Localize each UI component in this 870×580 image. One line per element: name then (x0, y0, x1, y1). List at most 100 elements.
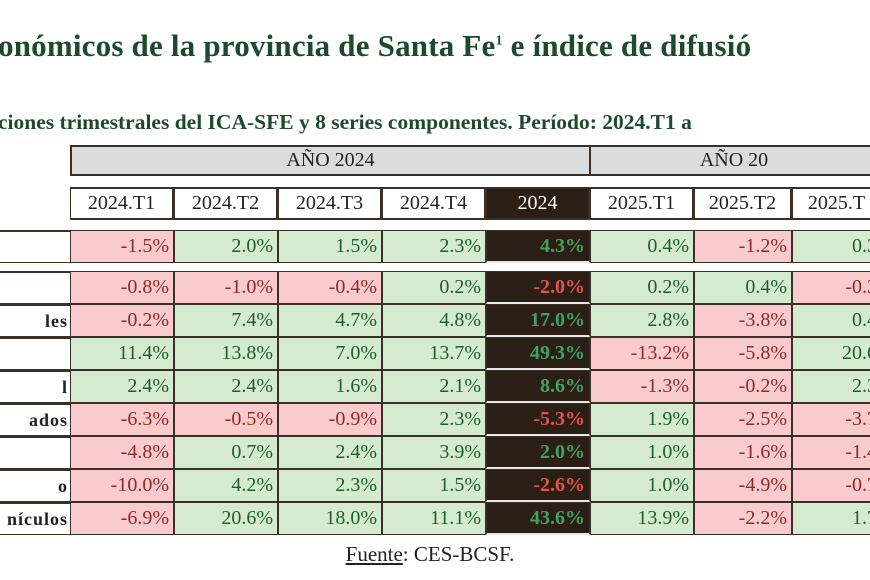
table-cell: -13.2% (590, 337, 694, 370)
row-label: nículos (0, 502, 70, 535)
table-cell: 2.4% (174, 370, 278, 403)
source-text: : CES-BCSF. (402, 542, 515, 566)
table-cell: 13.8% (174, 337, 278, 370)
table-cell: 1.0% (590, 469, 694, 502)
table-cell: 13.9% (590, 502, 694, 535)
row-label (0, 271, 70, 304)
table-row: les-0.2%7.4%4.7%4.8%17.0%2.8%-3.8%0.4 (0, 304, 870, 337)
column-header: 2024.T2 (174, 187, 278, 220)
row-label: les (0, 304, 70, 337)
table-cell: -1.5% (70, 230, 174, 263)
table-cell: 0.7% (174, 436, 278, 469)
table-cell: 2.8% (590, 304, 694, 337)
table-row: 11.4%13.8%7.0%13.7%49.3%-13.2%-5.8%20.6 (0, 337, 870, 370)
table-cell: 0.4% (694, 271, 792, 304)
table-cell: -2.6% (486, 469, 590, 502)
table-row: ados -6.3% -0.5% -0.9% 2.3% -5.3% 1.9% -2.5% -3.… (0, 403, 870, 436)
table-cell: -0.2% (694, 370, 792, 403)
group-header-2024: AÑO 2024 (70, 145, 591, 176)
table-cell: -0.9% (278, 403, 382, 436)
table-cell: -5.3% (486, 403, 590, 436)
title-text: onómicos de la provincia de Santa Fe (0, 28, 496, 63)
table-cell: 20.6 (792, 337, 870, 370)
row-label: o (0, 469, 70, 502)
table-cell: 2.3% (278, 469, 382, 502)
column-header: 2024 (486, 187, 590, 220)
table-cell: -1.4 (792, 436, 870, 469)
source-label: Fuente (345, 542, 403, 566)
table-row: -4.8%0.7%2.4%3.9%2.0%1.0%-1.6%-1.4 (0, 436, 870, 469)
table-cell: 1.7 (792, 502, 870, 535)
table-cell: 4.7% (278, 304, 382, 337)
table-cell: 11.1% (382, 502, 486, 535)
table-cell: -2.0% (486, 271, 590, 304)
table-cell: -1.6% (694, 436, 792, 469)
table-row: -1.5%2.0%1.5%2.3%4.3%0.4%-1.2%0.3 (0, 230, 870, 263)
table-row: o-10.0%4.2%2.3%1.5%-2.6%1.0%-4.9%-0.7 (0, 469, 870, 502)
table-cell: 2.1% (382, 370, 486, 403)
table-cell: 8.6% (486, 370, 590, 403)
title-text-end: e índice de difusió (502, 28, 752, 63)
table-cell: 4.2% (174, 469, 278, 502)
table-cell: 2.3% (382, 230, 486, 263)
table-cell: -4.8% (70, 436, 174, 469)
table-cell: -1.2% (694, 230, 792, 263)
table-cell: 18.0% (278, 502, 382, 535)
table-cell: -10.0% (70, 469, 174, 502)
table-cell: 7.4% (174, 304, 278, 337)
table-cell: 2.3% (382, 403, 486, 436)
column-header-row: 2024.T1 2024.T2 2024.T3 2024.T4 2024 2025.T1 2… (70, 187, 870, 220)
table-row: l2.4%2.4%1.6%2.1%8.6%-1.3%-0.2%2.3 (0, 370, 870, 403)
column-header: 2024.T1 (70, 187, 174, 220)
table-cell: -0.7 (792, 469, 870, 502)
table-cell: -1.0% (174, 271, 278, 304)
table-cell: 2.3 (792, 370, 870, 403)
table-cell: -4.9% (694, 469, 792, 502)
row-label: ados (0, 403, 70, 436)
table-cell: 0.4% (590, 230, 694, 263)
table-cell: 7.0% (278, 337, 382, 370)
table-cell: -0.5% (174, 403, 278, 436)
table-cell: 2.0% (486, 436, 590, 469)
table-row: -0.8%-1.0%-0.4%0.2%-2.0%0.2%0.4%-0.3 (0, 271, 870, 304)
subtitle: ciones trimestrales del ICA-SFE y 8 seri… (0, 110, 692, 134)
table-cell: -5.8% (694, 337, 792, 370)
table-cell: 0.3 (792, 230, 870, 263)
table-cell: -6.9% (70, 502, 174, 535)
table-cell: -3.7 (792, 403, 870, 436)
table-cell: -0.2% (70, 304, 174, 337)
table-cell: -0.4% (278, 271, 382, 304)
table-cell: 1.5% (382, 469, 486, 502)
group-header-2025: AÑO 20 (589, 145, 870, 176)
source-note: Fuente: CES-BCSF. (0, 542, 860, 567)
table-cell: 0.2% (382, 271, 486, 304)
table-cell: -2.2% (694, 502, 792, 535)
table-cell: 1.6% (278, 370, 382, 403)
table-row: nículos -6.9% 20.6% 18.0% 11.1% 43.6% 13.9% -2.… (0, 502, 870, 535)
table-cell: 17.0% (486, 304, 590, 337)
row-label: l (0, 370, 70, 403)
table-cell: -1.3% (590, 370, 694, 403)
table-cell: 1.9% (590, 403, 694, 436)
table-cell: 0.4 (792, 304, 870, 337)
table-cell: -0.8% (70, 271, 174, 304)
column-header: 2025.T (792, 187, 870, 220)
table-cell: 49.3% (486, 337, 590, 370)
column-header: 2025.T2 (694, 187, 792, 220)
table-cell: 20.6% (174, 502, 278, 535)
table-cell: 2.0% (174, 230, 278, 263)
column-header: 2024.T4 (382, 187, 486, 220)
table-cell: 4.8% (382, 304, 486, 337)
table-cell: -6.3% (70, 403, 174, 436)
table-cell: 43.6% (486, 502, 590, 535)
table-cell: 11.4% (70, 337, 174, 370)
table-cell: 2.4% (278, 436, 382, 469)
column-header: 2025.T1 (590, 187, 694, 220)
row-label (0, 337, 70, 370)
table-cell: 0.2% (590, 271, 694, 304)
table-cell: 3.9% (382, 436, 486, 469)
row-label (0, 436, 70, 469)
table-cell: 13.7% (382, 337, 486, 370)
row-label (0, 230, 70, 263)
table-cell: 1.0% (590, 436, 694, 469)
